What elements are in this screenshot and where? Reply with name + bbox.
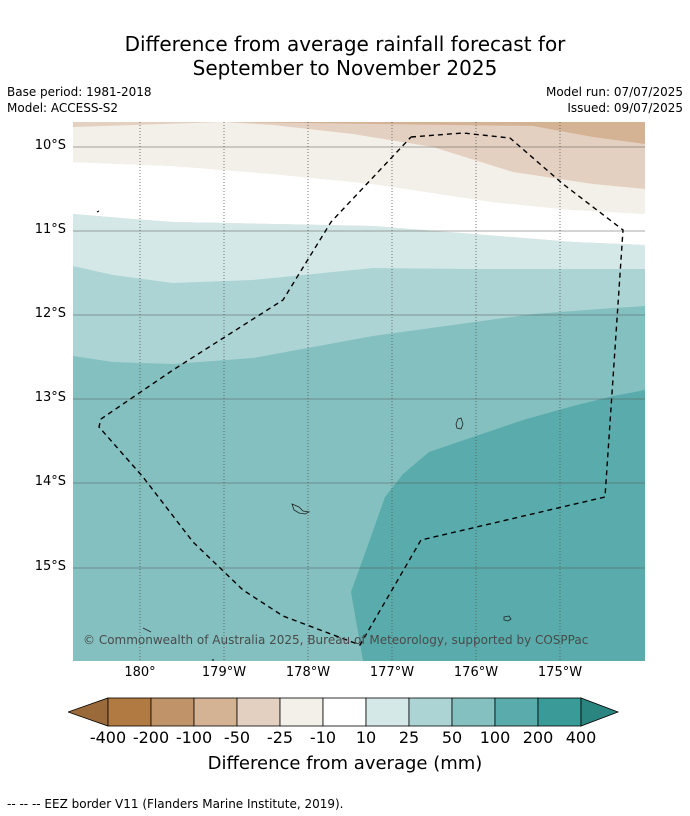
- cb-tick-label: -100: [175, 728, 213, 747]
- band-minus25-minus10: [73, 122, 645, 217]
- model-run: Model run: 07/07/2025: [545, 85, 683, 99]
- colorbar-cell: [193, 697, 238, 727]
- island-a: [455, 417, 464, 430]
- eez-footnote: -- -- -- EEZ border V11 (Flanders Marine…: [7, 797, 344, 811]
- lat-label-10s: 10°S: [34, 138, 66, 153]
- colorbar-cell: [494, 697, 539, 727]
- lat-label-12s: 12°S: [34, 306, 66, 321]
- eez-border: [98, 132, 624, 646]
- cb-tick-label: -400: [89, 728, 127, 747]
- lon-label-177w: 177°W: [369, 665, 415, 680]
- issued-date: Issued: 09/07/2025: [567, 101, 683, 115]
- island-c: [503, 615, 512, 622]
- island-b: [291, 503, 311, 515]
- lon-label-178w: 178°W: [285, 665, 331, 680]
- cb-tick-label: 25: [398, 728, 420, 747]
- lat-label-14s: 14°S: [34, 474, 66, 489]
- cb-tick-label: -10: [309, 728, 337, 747]
- lon-label-176w: 176°W: [453, 665, 499, 680]
- cb-tick-label: 200: [522, 728, 554, 747]
- cb-tick-label: 100: [479, 728, 511, 747]
- base-period: Base period: 1981-2018: [7, 85, 152, 99]
- colorbar-cell: [408, 697, 453, 727]
- lon-label-175w: 175°W: [537, 665, 583, 680]
- colorbar-cell: [365, 697, 410, 727]
- model-name: Model: ACCESS-S2: [7, 101, 119, 115]
- lat-gridlines: [73, 146, 645, 569]
- colorbar-cell: [451, 697, 496, 727]
- colorbar-cell: [150, 697, 195, 727]
- cb-tick-label: 10: [355, 728, 377, 747]
- lat-label-11s: 11°S: [34, 222, 66, 237]
- lon-label-179w: 179°W: [201, 665, 247, 680]
- colorbar-cell: [322, 697, 367, 727]
- cb-tick-label: -50: [223, 728, 251, 747]
- band-minus100-minus50: [223, 122, 645, 144]
- rainfall-map: [73, 122, 645, 661]
- colorbar-cell: [279, 697, 324, 727]
- map-title-line1: Difference from average rainfall forecas…: [124, 32, 566, 56]
- colorbar-cell: [107, 697, 152, 727]
- colorbar-arrow-low: [68, 697, 109, 727]
- band-minus10-10: [73, 162, 645, 245]
- cb-tick-label: -25: [266, 728, 294, 747]
- map-title-line2: September to November 2025: [192, 56, 498, 80]
- lon-label-180: 180°: [124, 665, 156, 680]
- colorbar-labels: -400 -200 -100 -50 -25 -10 10 25 50 100 …: [0, 728, 690, 748]
- lat-label-15s: 15°S: [34, 559, 66, 574]
- copyright-note: © Commonwealth of Australia 2025, Bureau…: [83, 633, 589, 647]
- colorbar-arrow-high: [580, 697, 620, 727]
- island-d: [142, 627, 152, 633]
- cb-tick-label: 400: [565, 728, 597, 747]
- band-100-200: [351, 390, 645, 661]
- colorbar: [68, 697, 620, 727]
- cb-tick-label: 50: [441, 728, 463, 747]
- colorbar-cell: [537, 697, 582, 727]
- colorbar-cell: [236, 697, 281, 727]
- colorbar-title: Difference from average (mm): [207, 753, 483, 774]
- lat-label-13s: 13°S: [34, 390, 66, 405]
- cb-tick-label: -200: [132, 728, 170, 747]
- eez-small-mark: [96, 210, 100, 213]
